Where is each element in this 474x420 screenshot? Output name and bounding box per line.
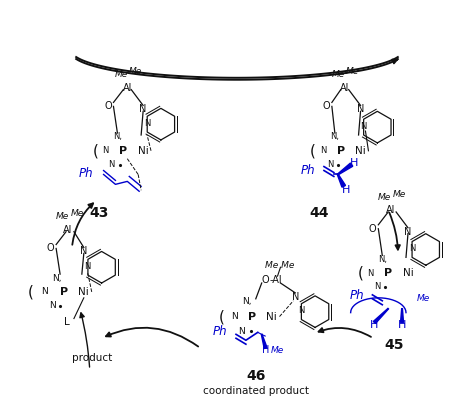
Text: N: N — [108, 160, 115, 169]
Text: N: N — [139, 104, 147, 114]
Text: Ni: Ni — [78, 287, 89, 297]
Text: Al: Al — [64, 225, 73, 235]
Text: Me: Me — [128, 67, 142, 76]
Text: N,: N, — [53, 273, 62, 283]
Text: P: P — [119, 146, 128, 156]
Text: Ph: Ph — [301, 164, 316, 177]
Text: Al: Al — [123, 83, 132, 93]
Text: H: H — [398, 320, 406, 331]
Text: (: ( — [357, 266, 364, 281]
Text: product: product — [72, 353, 112, 363]
Text: P: P — [384, 268, 392, 278]
Text: (: ( — [310, 143, 316, 158]
Text: N: N — [367, 269, 374, 278]
Polygon shape — [261, 334, 267, 349]
Text: 44: 44 — [309, 206, 329, 220]
Polygon shape — [401, 309, 403, 323]
Text: N,: N, — [330, 132, 339, 142]
Text: N: N — [357, 104, 364, 114]
Text: Me: Me — [378, 193, 391, 202]
Text: O: O — [262, 275, 270, 285]
Text: P: P — [60, 287, 68, 297]
Text: Me: Me — [271, 346, 284, 354]
Text: Me: Me — [115, 70, 128, 79]
Text: O: O — [46, 244, 54, 254]
Text: Al: Al — [385, 205, 395, 215]
Text: N: N — [404, 227, 411, 237]
Text: N,: N, — [242, 297, 252, 306]
Text: O: O — [369, 224, 376, 234]
Text: N: N — [49, 301, 55, 310]
Text: N: N — [360, 122, 367, 131]
Text: N: N — [231, 312, 237, 321]
Text: N: N — [80, 247, 88, 257]
Text: Me: Me — [346, 67, 359, 76]
Text: -Al: -Al — [269, 275, 282, 285]
Text: P: P — [337, 146, 345, 156]
Text: N: N — [41, 287, 48, 297]
Text: H: H — [349, 158, 358, 168]
Text: Me: Me — [55, 213, 69, 221]
Text: O: O — [322, 101, 330, 111]
Text: coordinated product: coordinated product — [203, 386, 309, 396]
Polygon shape — [337, 174, 346, 187]
Text: O: O — [105, 101, 112, 111]
Text: N: N — [84, 262, 91, 271]
Text: (: ( — [219, 309, 225, 324]
Text: (: ( — [93, 143, 99, 158]
Text: 43: 43 — [89, 206, 109, 220]
Text: Ni: Ni — [266, 312, 277, 322]
Text: N: N — [292, 292, 299, 302]
Polygon shape — [337, 163, 353, 175]
Text: 45: 45 — [384, 338, 404, 352]
Text: N,: N, — [378, 255, 387, 264]
Text: N: N — [238, 327, 246, 336]
Text: N: N — [374, 283, 381, 291]
Text: Ph: Ph — [349, 289, 364, 302]
Text: Ph: Ph — [79, 167, 93, 180]
Text: Me Me: Me Me — [265, 261, 294, 270]
Text: Me: Me — [332, 70, 346, 79]
Text: P: P — [248, 312, 256, 322]
Text: Ni: Ni — [138, 146, 148, 156]
Text: N,: N, — [113, 132, 122, 142]
Text: N: N — [144, 119, 150, 128]
Text: Ni: Ni — [402, 268, 413, 278]
Text: Me: Me — [392, 190, 406, 199]
Text: 46: 46 — [246, 369, 265, 383]
Text: N: N — [327, 160, 333, 169]
Text: L: L — [64, 318, 70, 328]
Text: H: H — [342, 185, 350, 195]
Text: Al: Al — [340, 83, 349, 93]
Text: (: ( — [27, 284, 33, 299]
Text: Ph: Ph — [213, 325, 228, 338]
Polygon shape — [374, 308, 389, 323]
Text: Me: Me — [70, 210, 83, 218]
Text: Me: Me — [417, 294, 430, 303]
Text: Ni: Ni — [355, 146, 366, 156]
Text: N: N — [320, 146, 326, 155]
Text: H: H — [370, 320, 379, 331]
Text: N: N — [102, 146, 109, 155]
Text: N: N — [409, 244, 415, 253]
Text: H: H — [262, 345, 269, 355]
Text: N: N — [298, 306, 304, 315]
